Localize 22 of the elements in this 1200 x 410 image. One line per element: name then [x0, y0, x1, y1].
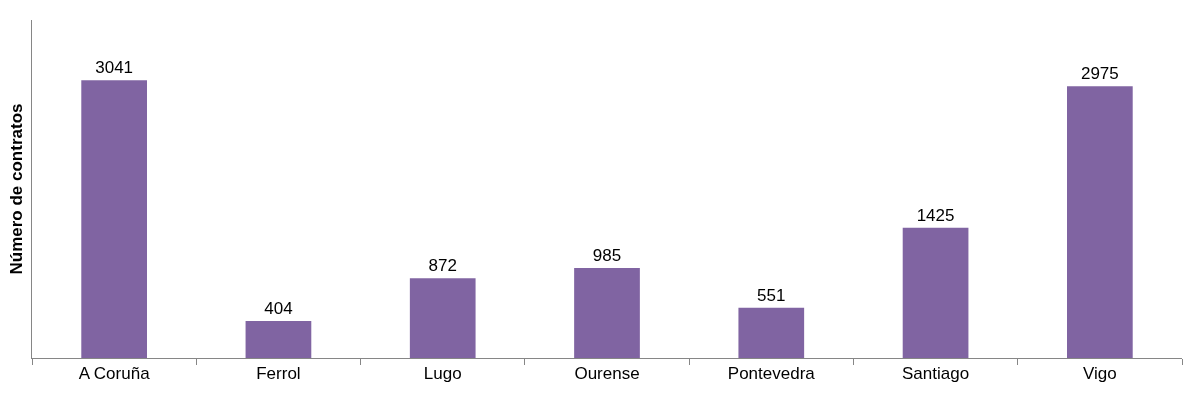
bar: [574, 268, 640, 358]
data-label: 1425: [916, 205, 955, 225]
x-tick-label: Pontevedra: [727, 364, 816, 384]
bar: [245, 321, 312, 358]
bar: [902, 227, 969, 358]
bar: [1067, 86, 1133, 358]
data-label: 404: [264, 299, 293, 319]
y-axis-title: Número de contratos: [6, 103, 26, 275]
data-label: 2975: [1080, 64, 1119, 84]
x-tick-label: Ferrol: [256, 364, 301, 384]
bar: [738, 307, 805, 358]
bar: [409, 278, 476, 358]
data-label: 872: [428, 256, 457, 276]
x-tick-label: Santiago: [902, 364, 970, 384]
x-tick-label: Lugo: [423, 364, 462, 384]
bar: [81, 80, 147, 358]
x-tick-label: A Coruña: [78, 364, 151, 384]
data-label: 3041: [95, 58, 134, 78]
data-label: 985: [592, 246, 622, 266]
x-tick-label: Vigo: [1083, 364, 1117, 384]
data-label: 551: [757, 285, 786, 305]
x-tick-label: Ourense: [574, 364, 640, 384]
